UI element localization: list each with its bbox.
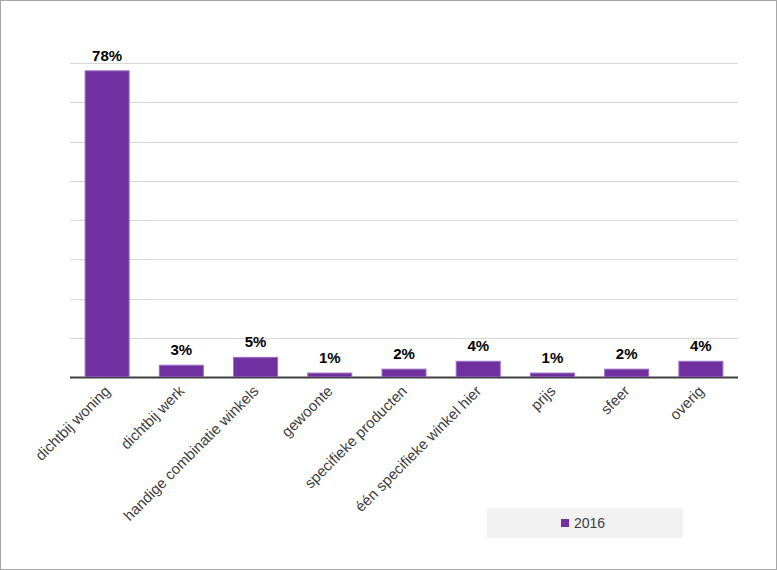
bar bbox=[530, 373, 574, 377]
data-label: 78% bbox=[92, 47, 122, 64]
grid-line bbox=[70, 220, 738, 221]
chart-svg: 78% 3% 5% 1% 2% 4% 1% 2% 4% dichtbij woningdichtb… bbox=[0, 0, 777, 570]
data-label: 2% bbox=[616, 345, 638, 362]
bar bbox=[679, 361, 723, 377]
legend-box bbox=[487, 508, 683, 538]
bar bbox=[308, 373, 352, 377]
legend-label: 2016 bbox=[574, 515, 605, 531]
x-tick-label: dichtbij werk bbox=[117, 382, 188, 453]
bar bbox=[234, 357, 278, 377]
legend: 2016 bbox=[487, 508, 683, 538]
grid-line bbox=[70, 102, 738, 103]
data-label: 4% bbox=[467, 337, 489, 354]
x-tick-label: handige combinatie winkels bbox=[120, 382, 262, 524]
grid-line bbox=[70, 299, 738, 300]
bar bbox=[85, 71, 129, 377]
x-tick-label: sfeer bbox=[597, 382, 633, 418]
data-label: 4% bbox=[690, 337, 712, 354]
grid-line bbox=[70, 142, 738, 143]
chart-frame bbox=[1, 1, 777, 570]
data-label: 5% bbox=[245, 333, 267, 350]
bar bbox=[159, 365, 203, 377]
data-label: 2% bbox=[393, 345, 415, 362]
bar bbox=[456, 361, 500, 377]
x-tick-label: gewoonte bbox=[278, 382, 336, 440]
bars bbox=[85, 71, 723, 377]
chart-container: 78% 3% 5% 1% 2% 4% 1% 2% 4% dichtbij woningdichtb… bbox=[0, 0, 777, 570]
x-tick-label: dichtbij woning bbox=[32, 382, 114, 464]
x-tick-label: overig bbox=[666, 382, 707, 423]
x-tick-label: prijs bbox=[527, 382, 558, 413]
grid-line bbox=[70, 63, 738, 64]
legend-swatch bbox=[561, 519, 569, 527]
grid-line bbox=[70, 259, 738, 260]
x-tick-label: één specifieke winkel hier bbox=[351, 382, 484, 515]
bar bbox=[382, 369, 426, 377]
grid-line bbox=[70, 181, 738, 182]
bar bbox=[605, 369, 649, 377]
data-label: 1% bbox=[542, 349, 564, 366]
data-label: 1% bbox=[319, 349, 341, 366]
data-label: 3% bbox=[170, 341, 192, 358]
grid-line bbox=[70, 338, 738, 339]
